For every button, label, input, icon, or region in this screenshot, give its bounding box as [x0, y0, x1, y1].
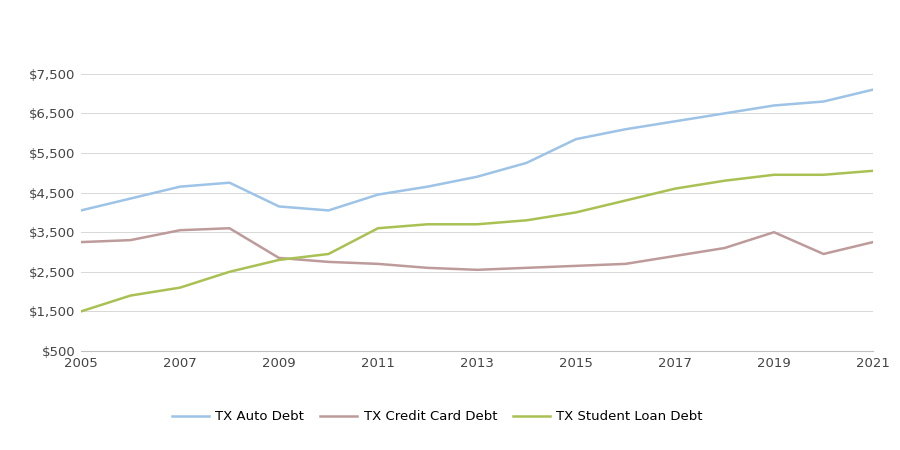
TX Student Loan Debt — [769, 172, 779, 177]
TX Auto Debt — [175, 184, 185, 189]
TX Auto Debt — [571, 136, 581, 142]
TX Credit Card Debt — [373, 261, 383, 266]
TX Credit Card Debt — [472, 267, 482, 273]
TX Credit Card Debt — [76, 239, 86, 245]
TX Credit Card Debt — [719, 245, 730, 251]
TX Student Loan Debt — [670, 186, 680, 191]
TX Credit Card Debt — [620, 261, 631, 266]
TX Auto Debt — [224, 180, 235, 185]
TX Credit Card Debt — [224, 225, 235, 231]
TX Student Loan Debt — [719, 178, 730, 184]
TX Student Loan Debt — [818, 172, 829, 177]
TX Credit Card Debt — [868, 239, 878, 245]
TX Student Loan Debt — [422, 221, 433, 227]
TX Student Loan Debt — [76, 309, 86, 314]
TX Student Loan Debt — [620, 198, 631, 203]
TX Auto Debt — [719, 111, 730, 116]
TX Auto Debt — [472, 174, 482, 180]
TX Auto Debt — [818, 99, 829, 104]
TX Student Loan Debt — [571, 210, 581, 215]
TX Auto Debt — [670, 119, 680, 124]
TX Student Loan Debt — [175, 285, 185, 290]
TX Credit Card Debt — [422, 265, 433, 270]
Legend: TX Auto Debt, TX Credit Card Debt, TX Student Loan Debt: TX Auto Debt, TX Credit Card Debt, TX St… — [166, 405, 708, 429]
TX Credit Card Debt — [818, 251, 829, 256]
TX Credit Card Debt — [175, 228, 185, 233]
Line: TX Credit Card Debt: TX Credit Card Debt — [81, 228, 873, 270]
TX Student Loan Debt — [125, 293, 136, 298]
TX Student Loan Debt — [868, 168, 878, 174]
TX Credit Card Debt — [521, 265, 532, 270]
TX Credit Card Debt — [571, 263, 581, 269]
TX Credit Card Debt — [769, 230, 779, 235]
TX Auto Debt — [323, 208, 334, 213]
TX Credit Card Debt — [125, 238, 136, 243]
TX Credit Card Debt — [274, 255, 284, 261]
TX Student Loan Debt — [224, 269, 235, 274]
TX Student Loan Debt — [521, 218, 532, 223]
Line: TX Student Loan Debt: TX Student Loan Debt — [81, 171, 873, 311]
TX Credit Card Debt — [323, 259, 334, 265]
TX Credit Card Debt — [670, 253, 680, 259]
TX Auto Debt — [769, 103, 779, 108]
TX Student Loan Debt — [373, 225, 383, 231]
TX Auto Debt — [373, 192, 383, 197]
TX Student Loan Debt — [274, 257, 284, 263]
TX Auto Debt — [868, 87, 878, 92]
TX Auto Debt — [521, 160, 532, 166]
TX Auto Debt — [620, 126, 631, 132]
TX Auto Debt — [125, 196, 136, 201]
TX Auto Debt — [422, 184, 433, 189]
TX Auto Debt — [274, 204, 284, 209]
TX Student Loan Debt — [472, 221, 482, 227]
TX Auto Debt — [76, 208, 86, 213]
Line: TX Auto Debt: TX Auto Debt — [81, 90, 873, 211]
TX Student Loan Debt — [323, 251, 334, 256]
